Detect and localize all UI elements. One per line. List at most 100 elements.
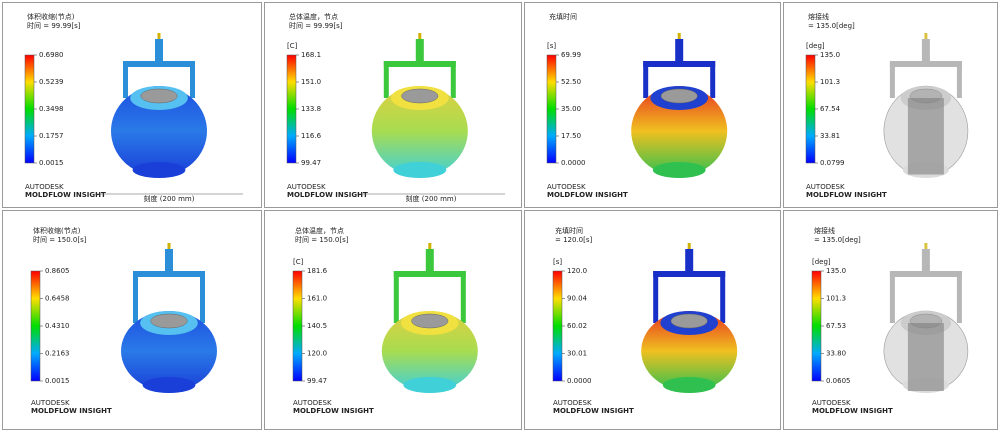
- gate-tip: [677, 33, 681, 39]
- runner-left: [123, 61, 128, 98]
- runner-left: [133, 271, 138, 323]
- runner-left: [653, 271, 659, 323]
- part-bottom: [662, 377, 716, 393]
- sprue: [921, 39, 930, 61]
- legend-bar: [811, 270, 822, 382]
- mold-model: [111, 33, 207, 178]
- logo-autodesk: AUTODESK: [547, 183, 586, 191]
- legend-label: 181.6: [307, 267, 328, 275]
- result-panel: 熔接线 = 135.0[deg] [deg] 135.0 101.3 67.54 33.81…: [783, 2, 998, 208]
- part-bottom: [652, 162, 706, 178]
- panel-canvas: 充填时间= 120.0[s] [s] 120.0 90.04 60.02 30.01 0.0…: [552, 226, 738, 415]
- legend-label: 0.6980: [39, 51, 64, 59]
- runner: [653, 271, 726, 277]
- runner: [393, 271, 466, 277]
- legend-label: 0.0000: [561, 159, 586, 167]
- gate-tip: [428, 243, 432, 249]
- scale-label: 刻度 (200 mm): [406, 194, 457, 203]
- legend-label: 35.00: [561, 105, 581, 113]
- logo-autodesk: AUTODESK: [31, 399, 70, 407]
- legend-label: 33.81: [820, 132, 840, 140]
- panel-canvas: 熔接线= 135.0[deg] [deg]135.0 101.3 67.53 33.80…: [811, 226, 969, 415]
- legend-label: 90.04: [567, 295, 588, 303]
- runner: [123, 61, 195, 67]
- legend-label: 101.3: [826, 295, 846, 303]
- logo-autodesk: AUTODESK: [553, 399, 592, 407]
- runner-right: [956, 61, 962, 98]
- runner-right: [450, 61, 456, 98]
- part-body: [641, 311, 738, 391]
- legend-label: 151.0: [301, 78, 321, 86]
- legend-label: 135.0: [826, 267, 846, 275]
- part-bottom: [132, 162, 186, 178]
- core: [907, 323, 944, 391]
- legend-label: 0.5239: [39, 78, 64, 86]
- result-title: 体积收缩(节点): [33, 226, 81, 235]
- panel-canvas: 熔接线= 135.0[deg] [deg]135.0 101.3 67.54 33.81…: [805, 12, 969, 199]
- logo-autodesk: AUTODESK: [287, 183, 326, 191]
- result-title: 充填时间: [549, 12, 577, 21]
- logo-autodesk: AUTODESK: [293, 399, 332, 407]
- logo-moldflow: MOLDFLOW INSIGHT: [553, 407, 634, 415]
- gate-tip: [167, 243, 171, 249]
- legend-label: 120.0: [307, 350, 327, 358]
- part-hole: [150, 313, 188, 329]
- runner-left: [643, 61, 649, 98]
- runner: [889, 61, 962, 67]
- part-bottom: [902, 377, 949, 393]
- runner-right: [710, 61, 716, 98]
- gate-tip: [924, 33, 928, 39]
- legend-label: 0.4310: [45, 322, 70, 330]
- result-panel: 充填时间 = 120.0[s] [s] 120.0 90.04 60.02 30.01 0.0…: [524, 210, 781, 430]
- legend-label: 0.0000: [567, 377, 592, 385]
- legend-unit: [deg]: [812, 258, 831, 266]
- sprue: [415, 39, 424, 61]
- mold-model: [641, 243, 738, 393]
- gate-tip: [157, 33, 161, 39]
- sprue: [675, 39, 684, 61]
- legend-label: 0.6458: [45, 295, 70, 303]
- result-time: = 120.0[s]: [555, 236, 593, 244]
- runner: [383, 61, 456, 67]
- part-hole: [909, 313, 943, 329]
- part-bottom: [403, 377, 457, 393]
- legend-label: 133.8: [301, 105, 321, 113]
- legend-label: 69.99: [561, 51, 581, 59]
- legend-unit: [deg]: [806, 42, 825, 50]
- legend-bar: [30, 270, 41, 382]
- legend-label: 0.8605: [45, 267, 70, 275]
- legend-label: 135.0: [820, 51, 840, 59]
- runner-left: [889, 61, 895, 98]
- logo-moldflow: MOLDFLOW INSIGHT: [31, 407, 112, 415]
- part-body: [111, 86, 207, 176]
- result-title: 熔接线: [808, 12, 829, 21]
- gate-tip: [687, 243, 691, 249]
- mold-model: [883, 243, 969, 393]
- legend-label: 17.50: [561, 132, 581, 140]
- result-panel: 总体温度，节点 时间 = 99.99[s] [C] 168.1 151.0 133.8 11…: [264, 2, 522, 208]
- part-hole: [909, 88, 943, 104]
- panel-canvas: 体积收缩(节点)时间 = 150.0[s] 0.8605 0.6458 0.4310 0…: [30, 226, 217, 415]
- logo-moldflow: MOLDFLOW INSIGHT: [287, 191, 368, 199]
- legend-label: 120.0: [567, 267, 587, 275]
- result-panel: 熔接线 = 135.0[deg] [deg] 135.0 101.3 67.53 33.80…: [783, 210, 998, 430]
- runner-left: [889, 271, 895, 323]
- result-title: 熔接线: [814, 226, 835, 235]
- logo-moldflow: MOLDFLOW INSIGHT: [806, 191, 887, 199]
- legend-label: 116.6: [301, 132, 322, 140]
- part-bottom: [902, 162, 949, 178]
- result-title: 体积收缩(节点): [27, 12, 75, 21]
- gate-tip: [924, 243, 928, 249]
- result-title: 总体温度，节点: [289, 12, 338, 21]
- part-hole: [411, 313, 449, 329]
- logo-moldflow: MOLDFLOW INSIGHT: [812, 407, 893, 415]
- runner-right: [956, 271, 962, 323]
- result-panel: 体积收缩(节点) 时间 = 150.0[s] 0.8605 0.6458 0.4310 0…: [2, 210, 262, 430]
- result-panel: 充填时间 [s] 69.99 52.50 35.00 17.50 0.0000 AUTODES…: [524, 2, 781, 208]
- sprue: [425, 249, 434, 271]
- mold-model: [371, 33, 468, 178]
- mold-model: [381, 243, 478, 393]
- logo-autodesk: AUTODESK: [25, 183, 64, 191]
